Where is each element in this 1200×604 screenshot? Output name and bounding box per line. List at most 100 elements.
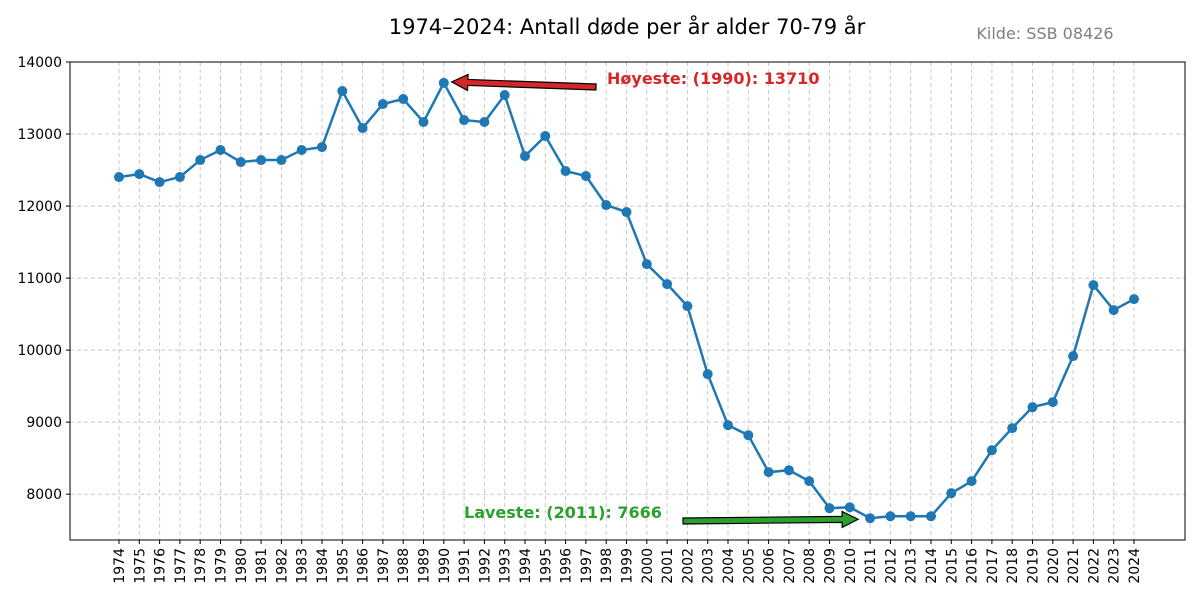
x-tick-label: 2001 <box>660 548 676 584</box>
x-tick-label: 2005 <box>741 548 757 584</box>
x-tick-label: 1992 <box>477 548 493 584</box>
data-point <box>459 115 470 126</box>
data-point <box>946 488 957 499</box>
data-point <box>174 172 185 183</box>
data-point <box>499 89 510 100</box>
highest-annotation: Høyeste: (1990): 13710 <box>607 69 819 88</box>
data-point <box>418 117 429 128</box>
data-point <box>966 476 977 487</box>
data-point <box>1027 402 1038 413</box>
x-tick-label: 1990 <box>437 548 453 584</box>
x-tick-label: 1988 <box>396 548 412 584</box>
y-tick-label: 14000 <box>17 55 62 71</box>
x-tick-label: 1980 <box>234 548 250 584</box>
y-tick-label: 8000 <box>26 487 62 503</box>
y-tick-label: 13000 <box>17 127 62 143</box>
data-point <box>905 511 916 522</box>
data-point <box>296 145 307 156</box>
data-point <box>1007 423 1018 434</box>
y-tick-label: 11000 <box>17 271 62 287</box>
data-point <box>682 301 693 312</box>
x-tick-label: 2023 <box>1107 548 1123 584</box>
data-point <box>276 155 287 166</box>
x-tick-label: 2018 <box>1005 548 1021 584</box>
x-tick-label: 1986 <box>356 548 372 584</box>
lowest-annotation: Laveste: (2011): 7666 <box>464 503 662 522</box>
chart-title: 1974–2024: Antall døde per år alder 70-7… <box>389 14 866 39</box>
data-point <box>641 259 652 270</box>
x-tick-label: 2010 <box>843 548 859 584</box>
x-tick-label: 1989 <box>417 548 433 584</box>
x-tick-label: 2015 <box>944 548 960 584</box>
data-point <box>398 94 409 105</box>
data-point <box>662 279 673 290</box>
data-point <box>885 511 896 522</box>
data-point <box>154 177 165 188</box>
y-tick-label: 10000 <box>17 343 62 359</box>
x-tick-label: 2016 <box>965 548 981 584</box>
x-tick-label: 2014 <box>924 548 940 584</box>
x-tick-label: 2002 <box>680 548 696 584</box>
data-point <box>337 86 348 97</box>
x-tick-label: 1997 <box>579 548 595 584</box>
highest-arrow <box>450 73 597 92</box>
x-tick-label: 2020 <box>1046 548 1062 584</box>
x-tick-label: 1975 <box>132 548 148 584</box>
x-tick-label: 1983 <box>295 548 311 584</box>
chart-source: Kilde: SSB 08426 <box>976 24 1113 43</box>
x-tick-label: 2011 <box>863 548 879 584</box>
data-point <box>235 157 246 168</box>
data-point <box>520 151 530 162</box>
x-tick-label: 1999 <box>620 548 636 584</box>
data-point <box>763 467 774 478</box>
y-tick-label: 9000 <box>26 415 62 431</box>
data-point <box>865 513 876 524</box>
x-tick-label: 1977 <box>173 548 189 584</box>
x-tick-label: 2009 <box>823 548 839 584</box>
x-tick-label: 1998 <box>599 548 615 584</box>
x-tick-label: 1984 <box>315 548 331 584</box>
data-point <box>215 145 226 156</box>
data-point <box>114 172 124 183</box>
x-tick-label: 1978 <box>193 548 209 584</box>
data-point <box>134 169 145 180</box>
data-point <box>723 420 733 431</box>
x-tick-label: 1991 <box>457 548 473 584</box>
data-point <box>783 465 794 476</box>
data-point <box>844 502 855 513</box>
plot-frame <box>69 61 1186 541</box>
x-tick-label: 2024 <box>1127 548 1143 584</box>
x-tick-label: 1981 <box>254 548 270 584</box>
data-point <box>1068 351 1079 362</box>
data-point <box>317 142 327 153</box>
data-point <box>1129 294 1139 305</box>
x-tick-label: 1994 <box>518 548 534 584</box>
x-tick-label: 2006 <box>762 548 778 584</box>
data-point <box>804 476 815 487</box>
x-tick-label: 1987 <box>376 548 392 584</box>
y-tick-label: 12000 <box>17 199 62 215</box>
x-tick-label: 2019 <box>1026 548 1042 584</box>
x-tick-label: 2017 <box>985 548 1001 584</box>
data-point <box>438 77 449 88</box>
data-point <box>256 155 267 166</box>
lowest-arrow <box>682 510 860 529</box>
data-point <box>540 131 551 142</box>
data-point <box>601 200 612 211</box>
x-tick-label: 2012 <box>883 548 899 584</box>
data-point <box>1088 280 1099 291</box>
data-point <box>580 171 591 182</box>
x-tick-label: 2022 <box>1086 548 1102 584</box>
x-tick-label: 1974 <box>112 548 128 584</box>
data-point <box>377 98 388 109</box>
x-tick-label: 1982 <box>274 548 290 584</box>
data-point <box>743 430 754 441</box>
x-tick-label: 2007 <box>782 548 798 584</box>
data-point <box>926 511 936 522</box>
data-point <box>479 117 490 128</box>
data-point <box>1047 397 1058 408</box>
x-tick-label: 2003 <box>701 548 717 584</box>
data-point <box>1108 305 1119 316</box>
x-tick-label: 2021 <box>1066 548 1082 584</box>
